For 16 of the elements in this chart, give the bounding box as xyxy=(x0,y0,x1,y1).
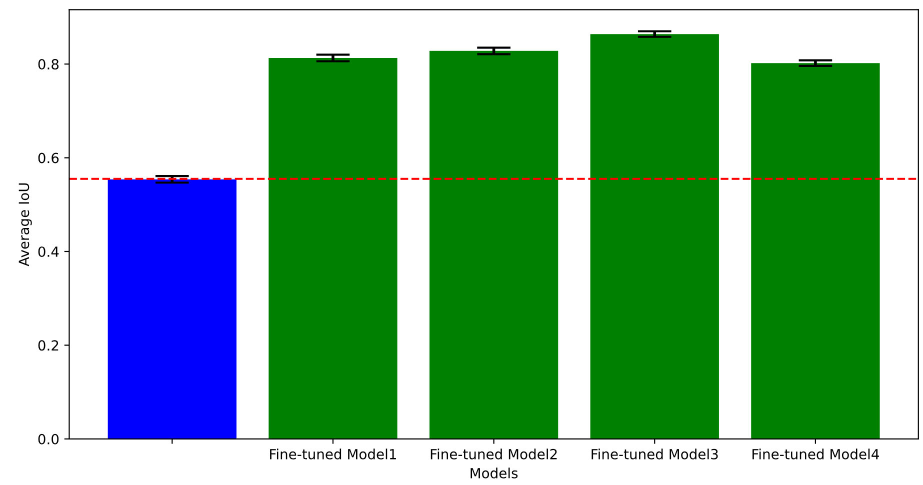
bar xyxy=(590,34,719,439)
y-tick-label: 0.6 xyxy=(38,152,59,164)
x-tick-label: Fine-tuned Model1 xyxy=(270,448,396,460)
bar xyxy=(751,63,880,439)
y-tick-label: 0.2 xyxy=(38,340,58,351)
y-axis-title: Average IoU xyxy=(18,183,32,266)
bar xyxy=(108,179,236,439)
x-tick-label: Fine-tuned Model2 xyxy=(430,448,557,460)
y-tick-label: 0.8 xyxy=(38,59,59,70)
x-tick-label: Fine-tuned Model4 xyxy=(752,448,879,460)
bar xyxy=(268,58,398,439)
x-axis-title: Models xyxy=(470,468,518,478)
y-tick-label: 0.0 xyxy=(38,434,59,444)
bar xyxy=(429,50,558,439)
x-tick-label: Fine-tuned Model3 xyxy=(592,448,718,460)
y-tick-label: 0.4 xyxy=(38,246,59,257)
